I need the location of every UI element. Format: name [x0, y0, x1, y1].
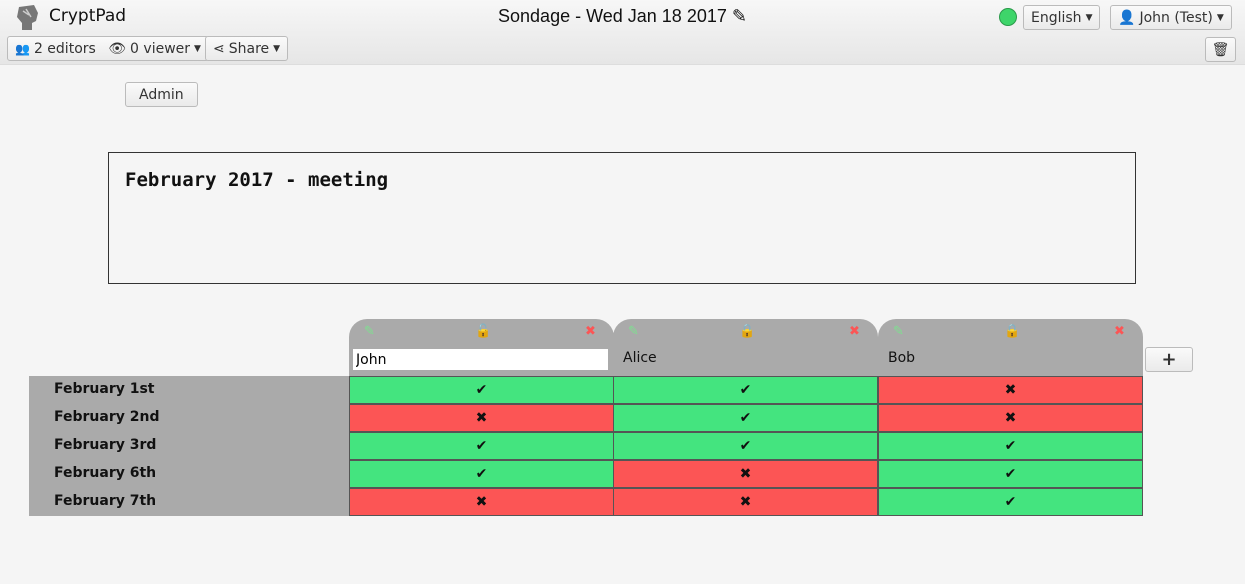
lock-icon[interactable]: 🔒 [1004, 324, 1021, 339]
user-menu[interactable]: 👤 John (Test) ▼ [1110, 5, 1232, 30]
edit-icon[interactable]: ✎ [628, 324, 639, 339]
users-icon: 👥 [15, 41, 30, 56]
poll-description[interactable]: February 2017 - meeting [108, 152, 1136, 284]
edit-icon[interactable]: ✎ [364, 324, 375, 339]
pad-title-text: Sondage - Wed Jan 18 2017 [498, 6, 727, 26]
viewers-count: 0 viewer [130, 40, 191, 57]
column-header: ✎ 🔒 ✖ Alice [613, 319, 878, 376]
description-text: February 2017 - meeting [125, 169, 389, 191]
vote-cell-yes[interactable]: ✔ [349, 376, 614, 404]
check-icon: ✔ [475, 466, 488, 482]
editors-count: 2 editors [33, 40, 96, 57]
column-header: ✎ 🔓 ✖ [349, 319, 614, 376]
cryptpad-logo-icon [17, 5, 38, 30]
vote-cell-yes[interactable]: ✔ [878, 488, 1143, 516]
row-label: February 1st [29, 376, 349, 404]
eye-icon: 👁 [108, 40, 127, 57]
column-header: ✎ 🔒 ✖ Bob [878, 319, 1143, 376]
add-column-button[interactable]: + [1145, 347, 1193, 372]
plus-icon: + [1161, 349, 1177, 370]
connection-status-indicator [999, 8, 1017, 26]
cross-icon: ✖ [739, 494, 752, 510]
check-icon: ✔ [739, 410, 752, 426]
remove-column-icon[interactable]: ✖ [585, 324, 596, 339]
vote-cell-no[interactable]: ✖ [878, 404, 1143, 432]
column-name: Alice [623, 350, 657, 366]
pad-title[interactable]: Sondage - Wed Jan 18 2017 ✎ [0, 6, 1245, 27]
remove-column-icon[interactable]: ✖ [849, 324, 860, 339]
remove-column-icon[interactable]: ✖ [1114, 324, 1125, 339]
share-icon: ⋖ [213, 40, 225, 57]
admin-label: Admin [139, 86, 184, 103]
check-icon: ✔ [1004, 466, 1017, 482]
edit-icon[interactable]: ✎ [893, 324, 904, 339]
row-label: February 3rd [29, 432, 349, 460]
user-icon: 👤 [1118, 9, 1136, 26]
share-button[interactable]: ⋖ Share ▼ [205, 36, 289, 61]
check-icon: ✔ [739, 438, 752, 454]
app-name: CryptPad [49, 6, 127, 26]
userlist-button[interactable]: 👥 2 editors 👁 0 viewer ▼ [7, 36, 209, 61]
vote-cell-yes[interactable]: ✔ [613, 376, 878, 404]
delete-button[interactable]: 🗑 [1205, 37, 1236, 62]
row-label: February 7th [29, 488, 349, 516]
cross-icon: ✖ [475, 410, 488, 426]
share-label: Share [228, 40, 270, 57]
cross-icon: ✖ [739, 466, 752, 482]
check-icon: ✔ [739, 382, 752, 398]
vote-cell-yes[interactable]: ✔ [613, 432, 878, 460]
vote-cell-yes[interactable]: ✔ [878, 460, 1143, 488]
row-label: February 2nd [29, 404, 349, 432]
language-dropdown[interactable]: English ▼ [1023, 5, 1101, 30]
column-name-input[interactable] [353, 349, 608, 370]
check-icon: ✔ [475, 382, 488, 398]
unlock-icon[interactable]: 🔓 [475, 324, 492, 339]
check-icon: ✔ [1004, 438, 1017, 454]
user-label: John (Test) [1139, 9, 1213, 26]
check-icon: ✔ [475, 438, 488, 454]
column-name: Bob [888, 350, 916, 366]
caret-down-icon: ▼ [194, 43, 201, 54]
caret-down-icon: ▼ [1085, 12, 1093, 23]
pencil-icon[interactable]: ✎ [731, 6, 747, 26]
admin-button[interactable]: Admin [125, 82, 198, 107]
vote-cell-no[interactable]: ✖ [878, 376, 1143, 404]
cross-icon: ✖ [1004, 382, 1017, 398]
vote-cell-no[interactable]: ✖ [349, 488, 614, 516]
cross-icon: ✖ [475, 494, 488, 510]
vote-cell-no[interactable]: ✖ [349, 404, 614, 432]
vote-cell-no[interactable]: ✖ [613, 488, 878, 516]
toolbar: CryptPad Sondage - Wed Jan 18 2017 ✎ Eng… [0, 0, 1245, 65]
vote-cell-yes[interactable]: ✔ [349, 432, 614, 460]
vote-cell-yes[interactable]: ✔ [878, 432, 1143, 460]
trash-icon: 🗑 [1211, 41, 1230, 58]
language-label: English [1031, 9, 1082, 26]
row-label: February 6th [29, 460, 349, 488]
caret-down-icon: ▼ [1216, 12, 1224, 23]
caret-down-icon: ▼ [273, 43, 281, 54]
vote-cell-yes[interactable]: ✔ [613, 404, 878, 432]
vote-cell-yes[interactable]: ✔ [349, 460, 614, 488]
cross-icon: ✖ [1004, 410, 1017, 426]
lock-icon[interactable]: 🔒 [739, 324, 756, 339]
check-icon: ✔ [1004, 494, 1017, 510]
vote-cell-no[interactable]: ✖ [613, 460, 878, 488]
